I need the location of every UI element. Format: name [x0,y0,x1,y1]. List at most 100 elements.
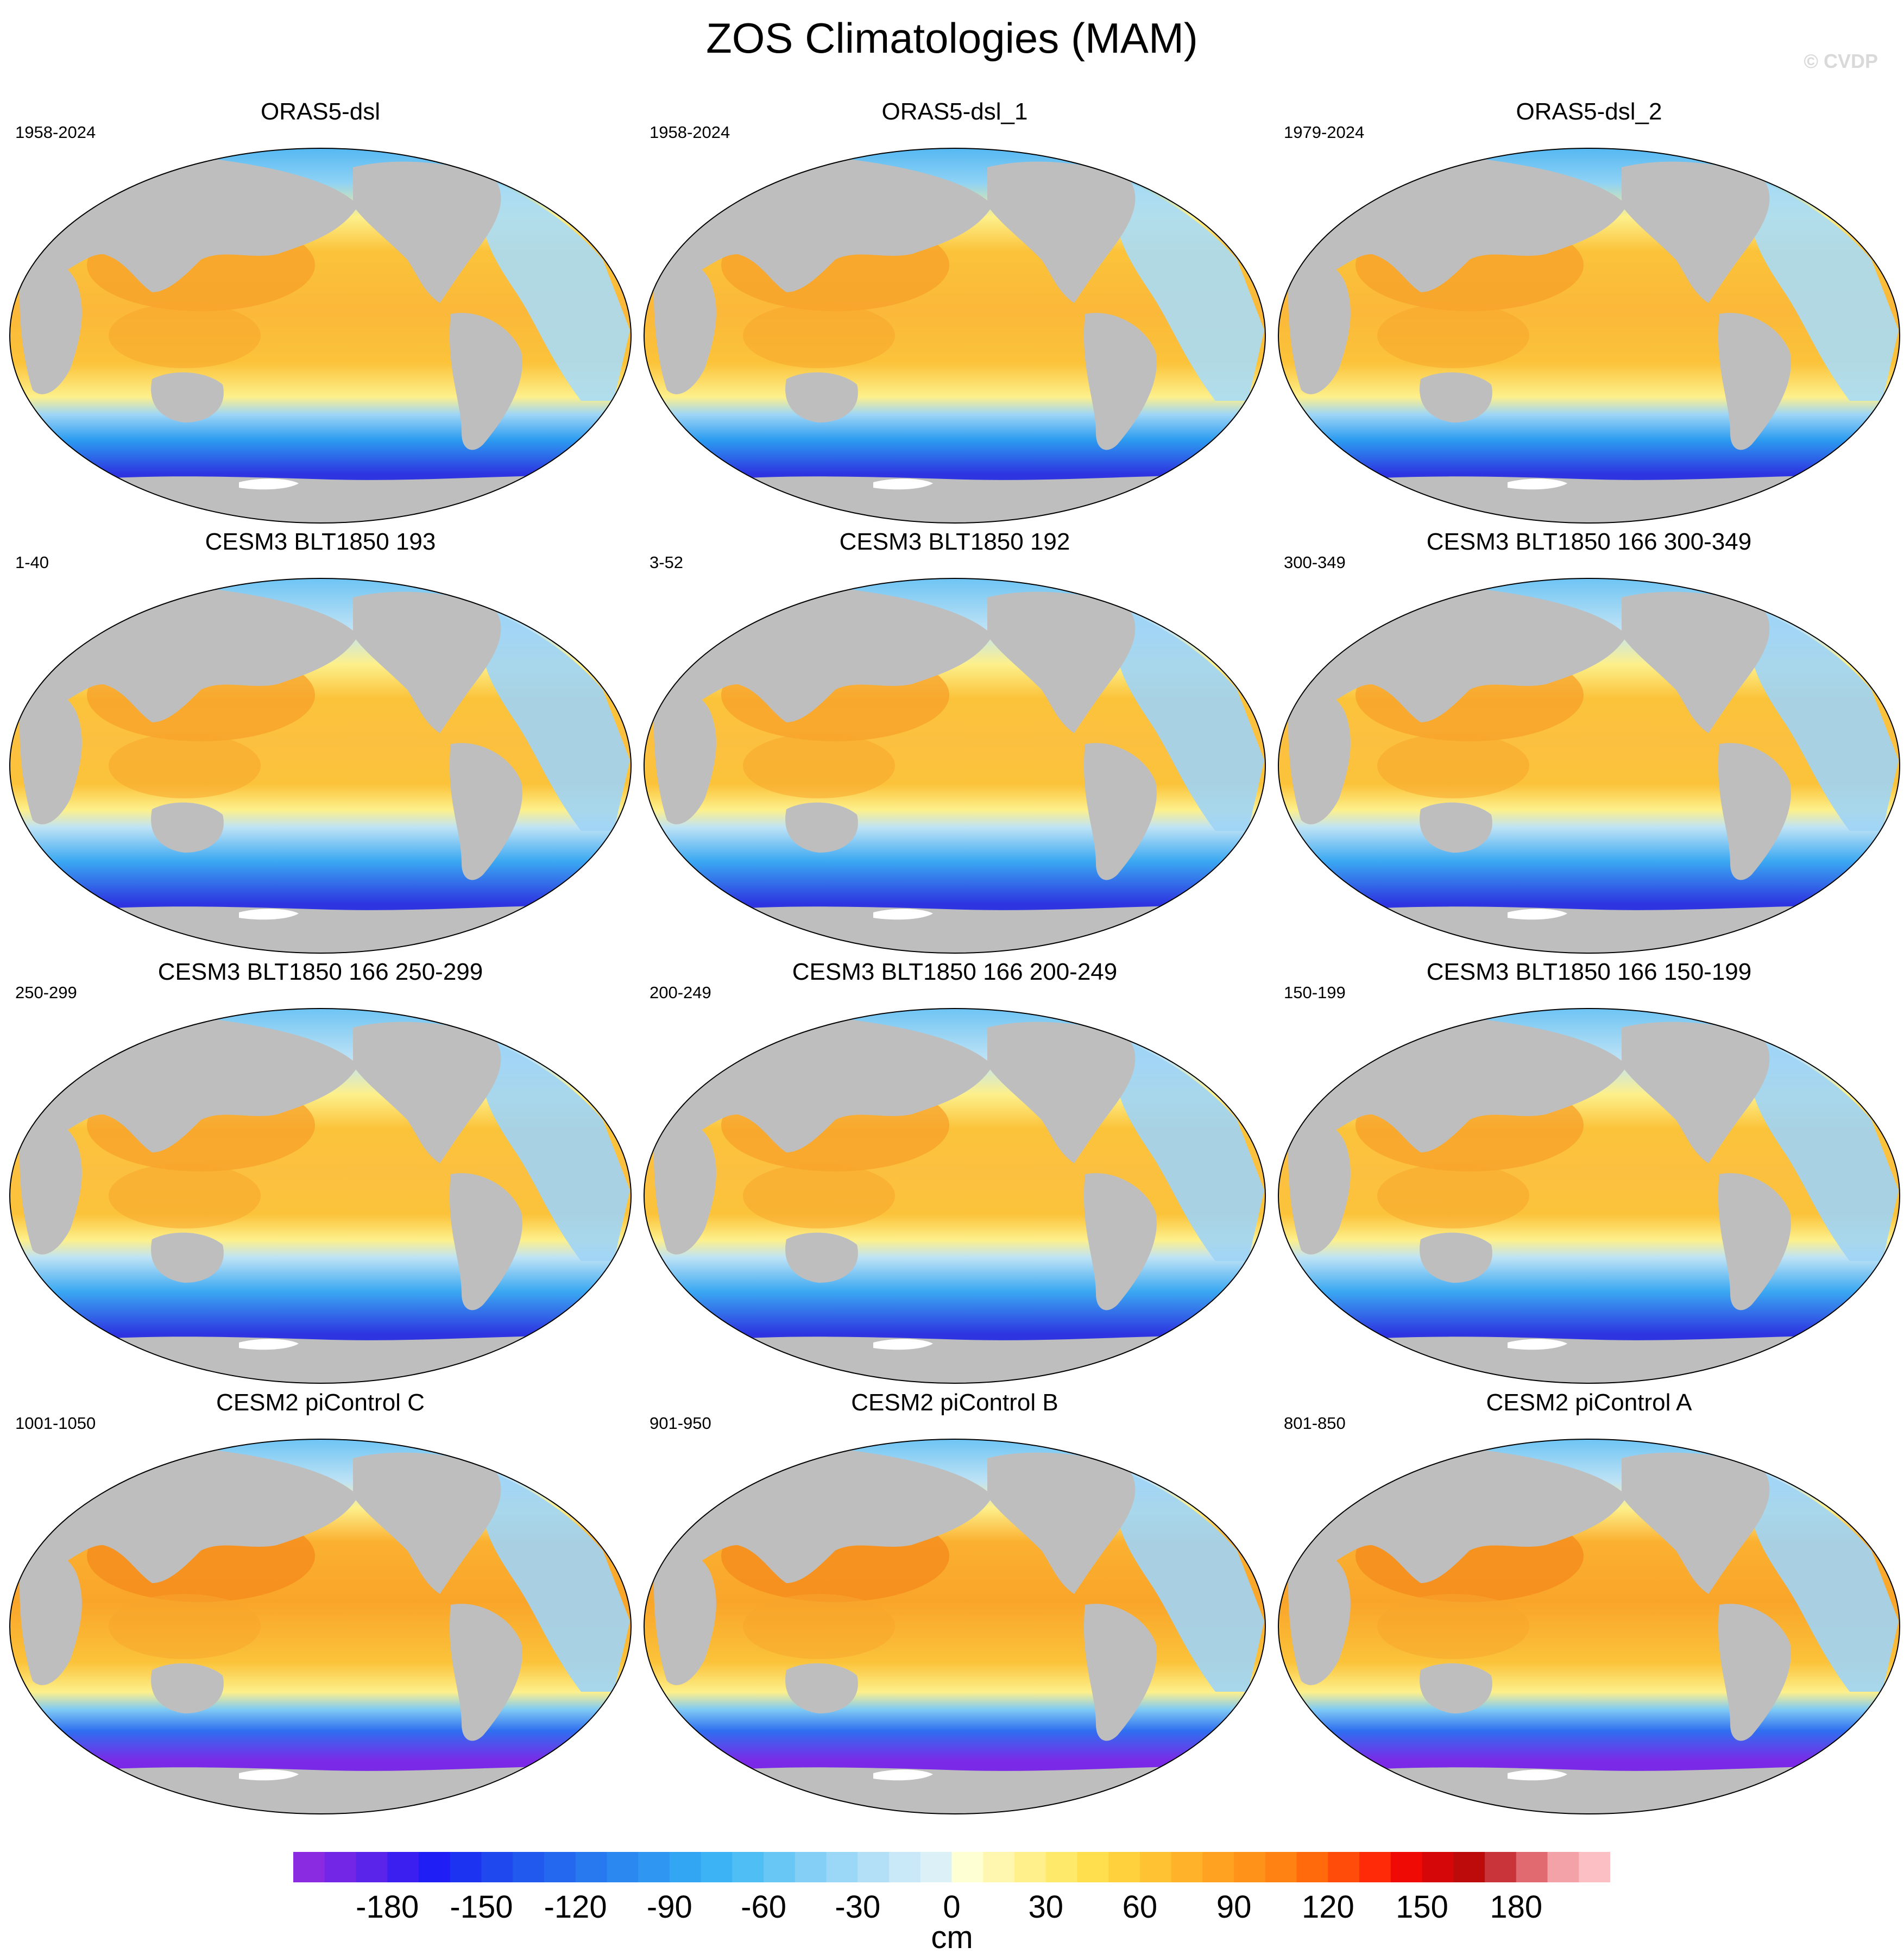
panel-title: CESM3 BLT1850 166 300-349 [1426,528,1752,555]
panel-years: 901-950 [650,1414,711,1433]
land-mass [1083,313,1157,450]
ice-shelf [873,1769,933,1781]
land-mass [449,1604,522,1741]
land-mass [1718,743,1791,880]
land-mass [151,1232,224,1283]
indo-pacific-warm [1377,1594,1529,1659]
colorbar-swatch [1516,1852,1548,1882]
indo-pacific-warm [109,733,261,798]
colorbar-swatches [293,1852,1610,1882]
land-mass [10,1766,631,1814]
panel-title: CESM3 BLT1850 166 250-299 [157,959,483,985]
land-mass [644,1335,1265,1383]
map-panel: ORAS5-dsl 1958-2024 [5,97,635,526]
ice-shelf [239,909,299,920]
land-mass [1622,1022,1770,1163]
panel-years: 1-40 [15,553,49,572]
map-outline [1278,148,1900,524]
panel-title: ORAS5-dsl [260,98,381,125]
panel-years: 1001-1050 [15,1414,96,1433]
panel-title: CESM2 piControl A [1486,1389,1692,1416]
colorbar-tick-label: 0 [943,1889,961,1925]
indo-pacific-warm [1377,1163,1529,1228]
robinson-map [1278,1439,1900,1814]
atlantic-field [480,1469,630,1692]
colorbar-swatch [324,1852,357,1882]
land-mass [10,475,631,523]
panel-years: 250-299 [15,983,77,1002]
colorbar-swatch [1453,1852,1485,1882]
colorbar-swatch [1045,1852,1078,1882]
atlantic-field [1749,1469,1899,1692]
colorbar-swatch [732,1852,764,1882]
panel-title: CESM2 piControl B [851,1389,1058,1416]
land-mass [1288,1118,1351,1255]
land-mass [1622,591,1770,733]
atlantic-field [1749,1038,1899,1261]
map-panel: CESM3 BLT1850 166 200-249 200-249 [640,957,1270,1386]
colorbar-swatch [1108,1852,1140,1882]
atlantic-field [480,178,630,401]
indo-pacific-warm [1377,733,1529,798]
colorbar-tick-label: 120 [1301,1889,1354,1925]
land-mass [1278,905,1900,953]
land-mass [785,802,858,853]
map-panel: CESM3 BLT1850 166 300-349 300-349 [1274,527,1904,956]
land-mass [353,1022,501,1163]
panel-years: 1958-2024 [650,123,730,142]
map-outline [9,148,632,524]
land-mass [987,161,1136,303]
panel-years: 1979-2024 [1284,123,1365,142]
land-mass [644,1766,1265,1814]
colorbar-swatch [826,1852,858,1882]
colorbar-swatch [1265,1852,1297,1882]
land-mass [1288,688,1351,824]
land-mass [1718,313,1791,450]
map-outline [644,578,1266,954]
colorbar-swatch [1390,1852,1423,1882]
colorbar-swatch [1579,1852,1610,1882]
panel-title: CESM3 BLT1850 166 150-199 [1426,959,1752,985]
land-mass [1420,1232,1492,1283]
ice-shelf [239,478,299,490]
colorbar-swatch [858,1852,890,1882]
colorbar-tick-label: 150 [1396,1889,1448,1925]
map-outline [1278,578,1900,954]
land-mass [518,1015,581,1055]
land-mass [1152,1446,1215,1486]
map-panel: ORAS5-dsl_1 1958-2024 [640,97,1270,526]
colorbar-swatch [1171,1852,1203,1882]
atlantic-field [1114,1038,1264,1261]
colorbar-units-label: cm [931,1920,973,1955]
land-mass [1420,372,1492,423]
ice-shelf [873,478,933,490]
panel-title: ORAS5-dsl_1 [881,98,1028,125]
robinson-map [644,1008,1266,1384]
colorbar-swatch [607,1852,639,1882]
indo-pacific-warm [1377,303,1529,368]
map-panel: ORAS5-dsl_2 1979-2024 [1274,97,1904,526]
land-mass [10,1335,631,1383]
colorbar-swatch [450,1852,482,1882]
colorbar-swatch [1296,1852,1328,1882]
land-mass [1786,155,1850,195]
robinson-map [644,1439,1266,1814]
land-mass [1152,1015,1215,1055]
colorbar-swatch [481,1852,513,1882]
land-mass [987,591,1136,733]
map-outline [644,1008,1266,1384]
ice-shelf [1508,1769,1567,1781]
panel-title: CESM3 BLT1850 192 [839,528,1070,555]
land-mass [654,257,716,394]
land-mass [1718,1173,1791,1310]
atlantic-field [480,608,630,831]
map-panel: CESM3 BLT1850 166 150-199 150-199 [1274,957,1904,1386]
land-mass [20,257,82,394]
map-panel: CESM2 piControl B 901-950 [640,1388,1270,1817]
land-mass [1152,155,1215,195]
robinson-map [9,148,632,524]
land-mass [644,905,1265,953]
atlantic-field [1114,608,1264,831]
map-panel: CESM3 BLT1850 166 250-299 250-299 [5,957,635,1386]
colorbar-swatch [544,1852,576,1882]
